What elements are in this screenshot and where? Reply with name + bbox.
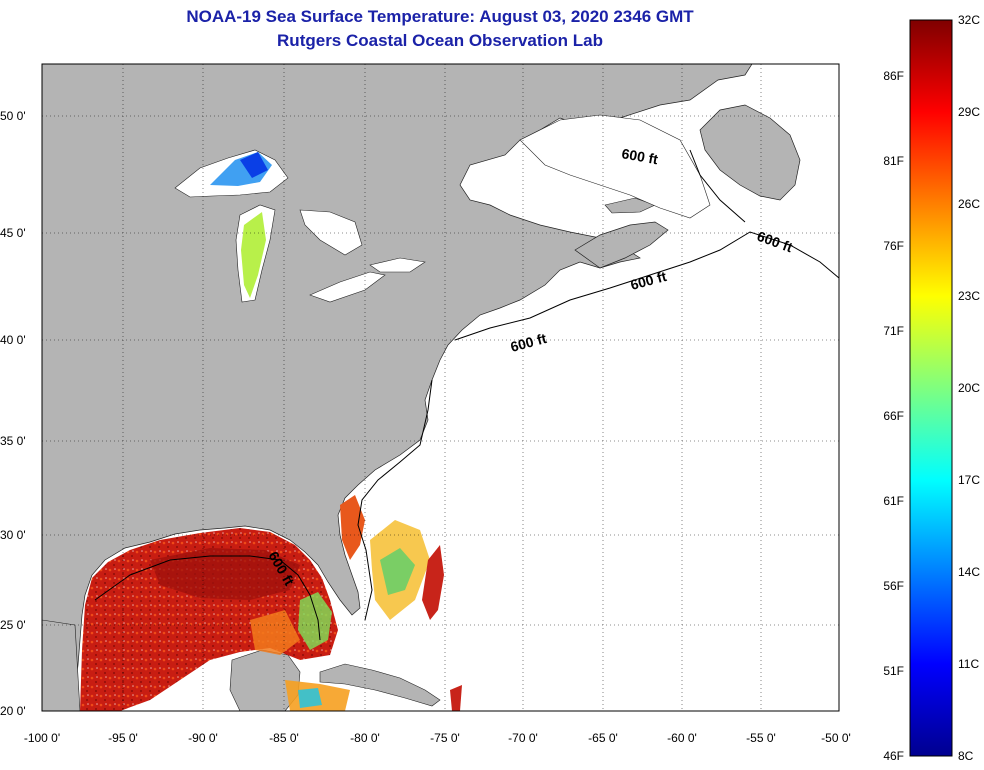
- colorbar-celsius-label: 32C: [958, 13, 980, 27]
- colorbar-celsius-label: 29C: [958, 105, 980, 119]
- lake-erie: [309, 271, 386, 303]
- lat-tick-label: 25 0': [0, 618, 26, 632]
- map-border: [41, 63, 840, 712]
- lat-tick-label: 20 0': [0, 704, 26, 718]
- lon-tick-label: -85 0': [269, 731, 299, 745]
- nova-scotia-land: [574, 221, 669, 269]
- lake-superior-sst2: [240, 152, 268, 178]
- lon-tick-label: -90 0': [188, 731, 218, 745]
- lat-axis: 50 0' 45 0' 40 0' 35 0' 30 0' 25 0' 20 0…: [0, 109, 26, 718]
- lat-tick-label: 50 0': [0, 109, 26, 123]
- map-subtitle: Rutgers Coastal Ocean Observation Lab: [277, 31, 603, 50]
- contour-label-newfoundland: 600 ft: [620, 145, 659, 167]
- colorbar-fahrenheit-label: 61F: [883, 494, 904, 508]
- newfoundland-land: [699, 104, 801, 201]
- gulf-sst-dark: [150, 548, 300, 600]
- bahamas-sst-green: [380, 548, 415, 595]
- lon-tick-label: -70 0': [508, 731, 538, 745]
- colorbar-celsius-label: 17C: [958, 473, 980, 487]
- pei-land: [604, 197, 656, 214]
- colorbar-celsius-label: 26C: [958, 197, 980, 211]
- lon-tick-label: -95 0': [108, 731, 138, 745]
- contour-600ft-gulf: [94, 555, 321, 641]
- lon-tick-label: -60 0': [667, 731, 697, 745]
- contour-600ft-south: [357, 379, 433, 621]
- cuba-land: [319, 663, 441, 707]
- stream-sst2: [450, 685, 462, 711]
- colorbar-celsius-label: 14C: [958, 565, 980, 579]
- lon-axis: -100 0' -95 0' -90 0' -85 0' -80 0' -75 …: [24, 731, 851, 745]
- lon-tick-label: -80 0': [350, 731, 380, 745]
- lake-michigan-sst: [241, 212, 266, 298]
- colorbar-celsius-label: 20C: [958, 381, 980, 395]
- caribbean-sst-blue: [298, 688, 322, 708]
- stream-sst: [422, 545, 444, 620]
- florida-atlantic-sst: [340, 495, 365, 560]
- lon-tick-label: -65 0': [588, 731, 618, 745]
- contour-600ft-north: [454, 231, 839, 341]
- lat-tick-label: 40 0': [0, 333, 26, 347]
- colorbar: 32C 29C 26C 23C 20C 17C 14C 11C 8C 86F 81F 76F 71F 66…: [883, 13, 980, 763]
- lon-tick-label: -50 0': [821, 731, 851, 745]
- colorbar-gradient: [909, 19, 953, 757]
- gulf-sst-orange: [250, 610, 300, 655]
- lat-tick-label: 35 0': [0, 434, 26, 448]
- colorbar-fahrenheit-label: 81F: [883, 154, 904, 168]
- lat-tick-label: 30 0': [0, 528, 26, 542]
- colorbar-celsius-label: 23C: [958, 289, 980, 303]
- colorbar-celsius-label: 11C: [958, 657, 979, 671]
- lon-tick-label: -100 0': [24, 731, 60, 745]
- lon-tick-label: -75 0': [430, 731, 460, 745]
- mexico-coast-land: [42, 619, 81, 711]
- colorbar-fahrenheit-label: 86F: [883, 69, 904, 83]
- lat-tick-label: 45 0': [0, 226, 26, 240]
- lon-tick-label: -55 0': [746, 731, 776, 745]
- colorbar-fahrenheit-label: 71F: [883, 324, 904, 338]
- colorbar-fahrenheit-label: 51F: [883, 664, 904, 678]
- colorbar-fahrenheit-label: 76F: [883, 239, 904, 253]
- lake-huron: [299, 209, 363, 256]
- map-title: NOAA-19 Sea Surface Temperature: August …: [186, 7, 694, 26]
- gulf-sst-cool: [298, 592, 332, 650]
- north-america-land: [42, 64, 753, 711]
- graticule: [42, 64, 839, 711]
- colorbar-fahrenheit-label: 46F: [883, 749, 904, 763]
- colorbar-celsius-label: 8C: [958, 749, 974, 763]
- colorbar-fahrenheit-label: 56F: [883, 579, 904, 593]
- contour-600ft-east: [689, 149, 746, 223]
- lake-ontario: [369, 257, 426, 273]
- colorbar-fahrenheit-label: 66F: [883, 409, 904, 423]
